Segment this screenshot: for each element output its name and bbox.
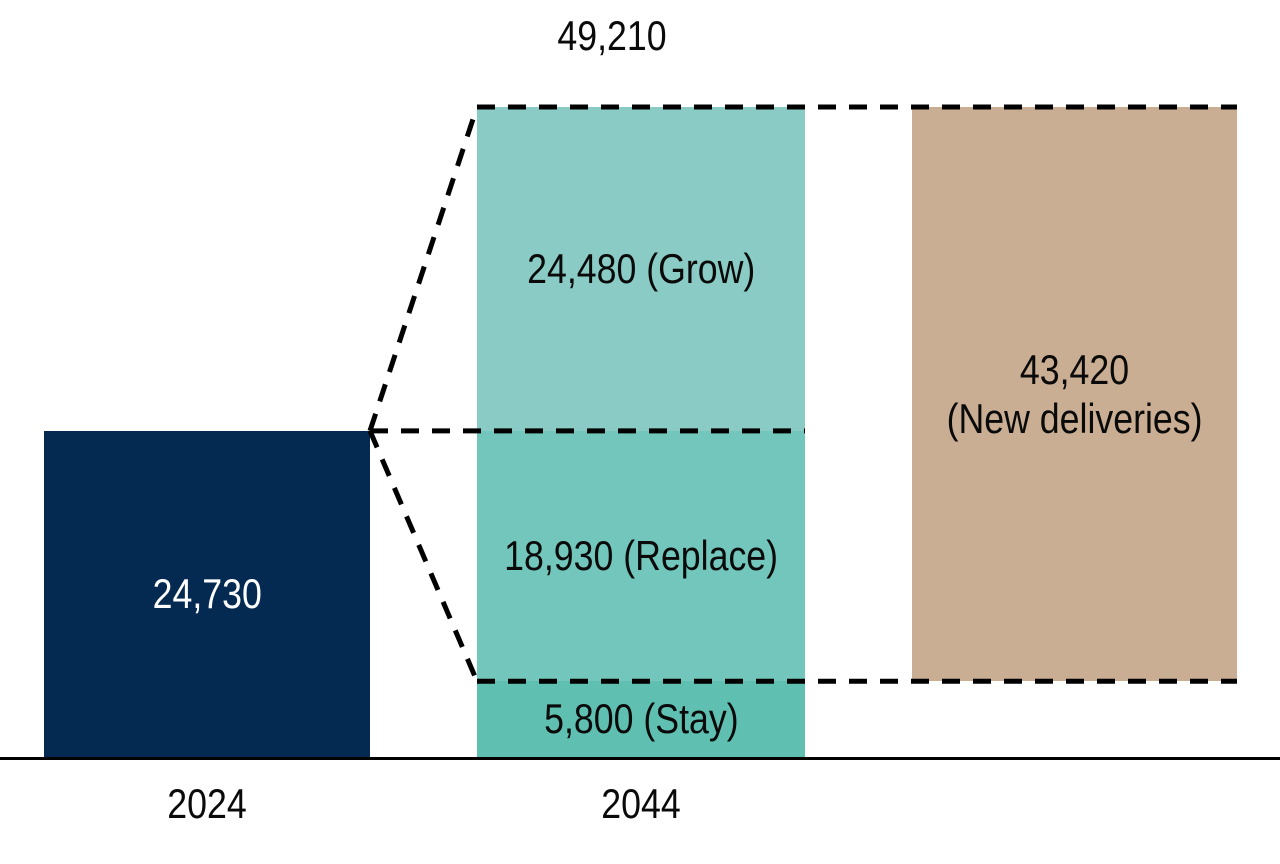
segment-grow: 24,480 (Grow) — [477, 107, 805, 431]
segment-replace-label: 18,930 (Replace) — [504, 531, 778, 579]
axis-label-2024: 2024 — [160, 780, 253, 828]
axis-label-2024-text: 2024 — [167, 780, 247, 827]
total-label-2044: 49,210 — [548, 12, 676, 60]
segment-stay: 5,800 (Stay) — [477, 681, 805, 758]
segment-replace: 18,930 (Replace) — [477, 430, 805, 682]
axis-label-2044-text: 2044 — [601, 780, 681, 827]
bar-new-deliveries-label: 43,420 (New deliveries) — [947, 345, 1203, 444]
bar-2024-value-label: 24,730 — [152, 570, 262, 618]
segment-stay-label: 5,800 (Stay) — [543, 695, 739, 743]
new-deliveries-caption-text: (New deliveries) — [946, 395, 1203, 443]
bar-new-deliveries: 43,420 (New deliveries) — [912, 106, 1237, 682]
new-deliveries-value-text: 43,420 — [1019, 345, 1130, 393]
axis-label-2044: 2044 — [594, 780, 687, 828]
segment-grow-label: 24,480 (Grow) — [526, 244, 756, 292]
x-axis-line — [0, 757, 1280, 760]
total-value-text: 49,210 — [557, 12, 667, 59]
bar-2024-fleet: 24,730 — [44, 430, 370, 758]
